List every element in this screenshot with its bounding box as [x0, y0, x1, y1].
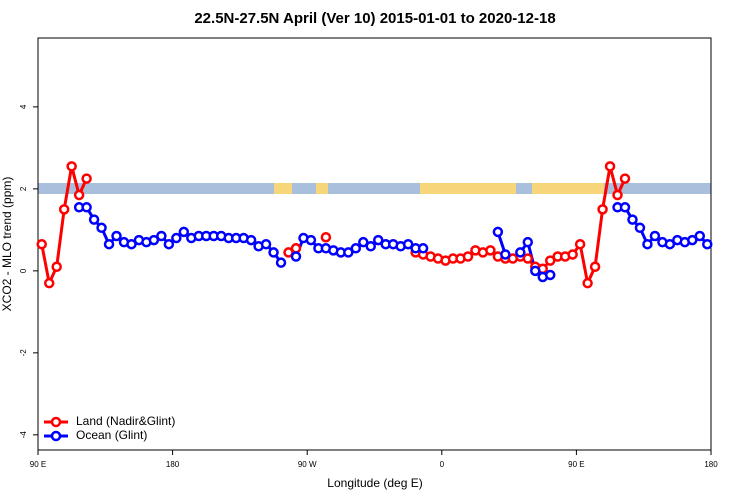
data-point: [283, 247, 294, 258]
data-point: [290, 243, 302, 254]
legend-marker: [50, 416, 62, 428]
data-point: [66, 161, 77, 172]
data-point: [492, 226, 504, 238]
data-point: [522, 236, 534, 248]
data-point: [73, 189, 85, 201]
x-tick-label: 180: [704, 460, 718, 469]
data-point: [81, 202, 92, 213]
data-point: [365, 241, 377, 252]
data-point: [485, 245, 496, 256]
y-tick-label: -4: [19, 431, 28, 439]
data-point: [103, 238, 115, 250]
data-point: [544, 255, 556, 266]
data-point: [260, 238, 272, 250]
data-point: [589, 261, 601, 273]
data-point: [320, 231, 332, 243]
legend-label: Land (Nadir&Glint): [76, 414, 175, 428]
data-point: [156, 230, 167, 242]
x-tick-label: 90 W: [298, 460, 317, 469]
x-tick-label: 180: [166, 460, 180, 469]
data-point: [500, 249, 511, 260]
data-point: [96, 222, 107, 234]
data-point: [574, 238, 586, 250]
data-point: [171, 232, 182, 244]
x-axis-label: Longitude (deg E): [327, 476, 422, 490]
map-band: [38, 183, 711, 194]
data-point: [148, 234, 160, 246]
data-point: [627, 214, 638, 225]
data-point: [687, 234, 698, 246]
y-tick-label: -2: [19, 349, 28, 357]
data-point: [245, 234, 257, 246]
data-point: [343, 247, 354, 258]
data-point: [358, 236, 369, 248]
x-tick-label: 90 E: [30, 460, 46, 469]
y-tick-label: 0: [19, 268, 28, 273]
legend-label: Ocean (Glint): [76, 428, 147, 442]
data-point: [126, 238, 137, 250]
data-point: [275, 257, 287, 268]
data-point: [530, 265, 541, 277]
x-tick-label: 90 E: [568, 460, 584, 469]
data-point: [350, 243, 362, 254]
data-point: [664, 238, 676, 250]
y-axis-label: XCO2 - MLO trend (ppm): [0, 177, 14, 312]
x-tick-label: 0: [440, 460, 445, 469]
data-point: [619, 173, 631, 184]
data-point: [597, 204, 608, 215]
data-point: [634, 222, 646, 234]
data-point: [649, 230, 661, 242]
data-point: [43, 277, 55, 289]
data-point: [178, 226, 190, 238]
chart-title: 22.5N-27.5N April (Ver 10) 2015-01-01 to…: [194, 10, 555, 27]
data-point: [417, 243, 429, 254]
data-point: [582, 277, 593, 289]
data-point: [268, 247, 279, 258]
data-point: [402, 238, 414, 250]
y-tick-label: 4: [19, 104, 28, 109]
data-point: [612, 189, 623, 201]
data-point: [51, 261, 62, 273]
data-point: [305, 234, 317, 246]
data-point: [604, 161, 616, 172]
data-point: [522, 253, 534, 264]
data-point: [462, 251, 474, 262]
data-point: [290, 251, 302, 262]
data-point: [544, 269, 556, 281]
data-point: [111, 230, 122, 242]
data-point: [567, 249, 578, 260]
data-point: [515, 247, 526, 258]
data-point: [702, 238, 713, 250]
data-point: [163, 238, 175, 250]
data-point: [694, 230, 706, 242]
data-point: [88, 214, 100, 225]
data-point: [642, 238, 653, 250]
data-point: [36, 238, 47, 250]
legend-marker: [50, 430, 62, 442]
data-point: [58, 204, 70, 215]
y-tick-label: 2: [19, 186, 28, 191]
data-point: [619, 202, 631, 213]
data-point: [81, 173, 92, 184]
data-point: [372, 234, 384, 246]
